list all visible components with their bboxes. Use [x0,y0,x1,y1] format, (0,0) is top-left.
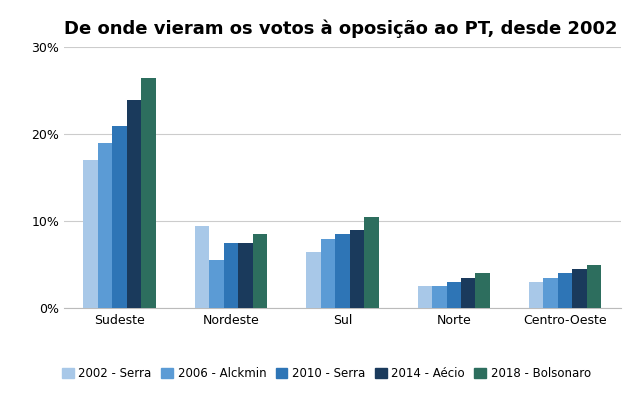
Bar [141,78,156,308]
Bar [349,230,364,308]
Bar [529,282,543,308]
Bar [587,265,602,308]
Bar [253,234,268,308]
Bar [461,278,476,308]
Bar [224,243,238,308]
Bar [127,100,141,308]
Bar [335,234,349,308]
Bar [364,217,379,308]
Bar [572,269,587,308]
Bar [195,226,209,308]
Bar [238,243,253,308]
Bar [321,239,335,308]
Bar [209,260,224,308]
Text: De onde vieram os votos à oposição ao PT, desde 2002: De onde vieram os votos à oposição ao PT… [64,19,618,38]
Bar [417,286,432,308]
Legend: 2002 - Serra, 2006 - Alckmin, 2010 - Serra, 2014 - Aécio, 2018 - Bolsonaro: 2002 - Serra, 2006 - Alckmin, 2010 - Ser… [57,363,596,385]
Bar [432,286,447,308]
Bar [543,278,558,308]
Bar [306,252,321,308]
Bar [476,273,490,308]
Bar [83,160,98,308]
Bar [447,282,461,308]
Bar [558,273,572,308]
Bar [98,143,113,308]
Bar [113,126,127,308]
